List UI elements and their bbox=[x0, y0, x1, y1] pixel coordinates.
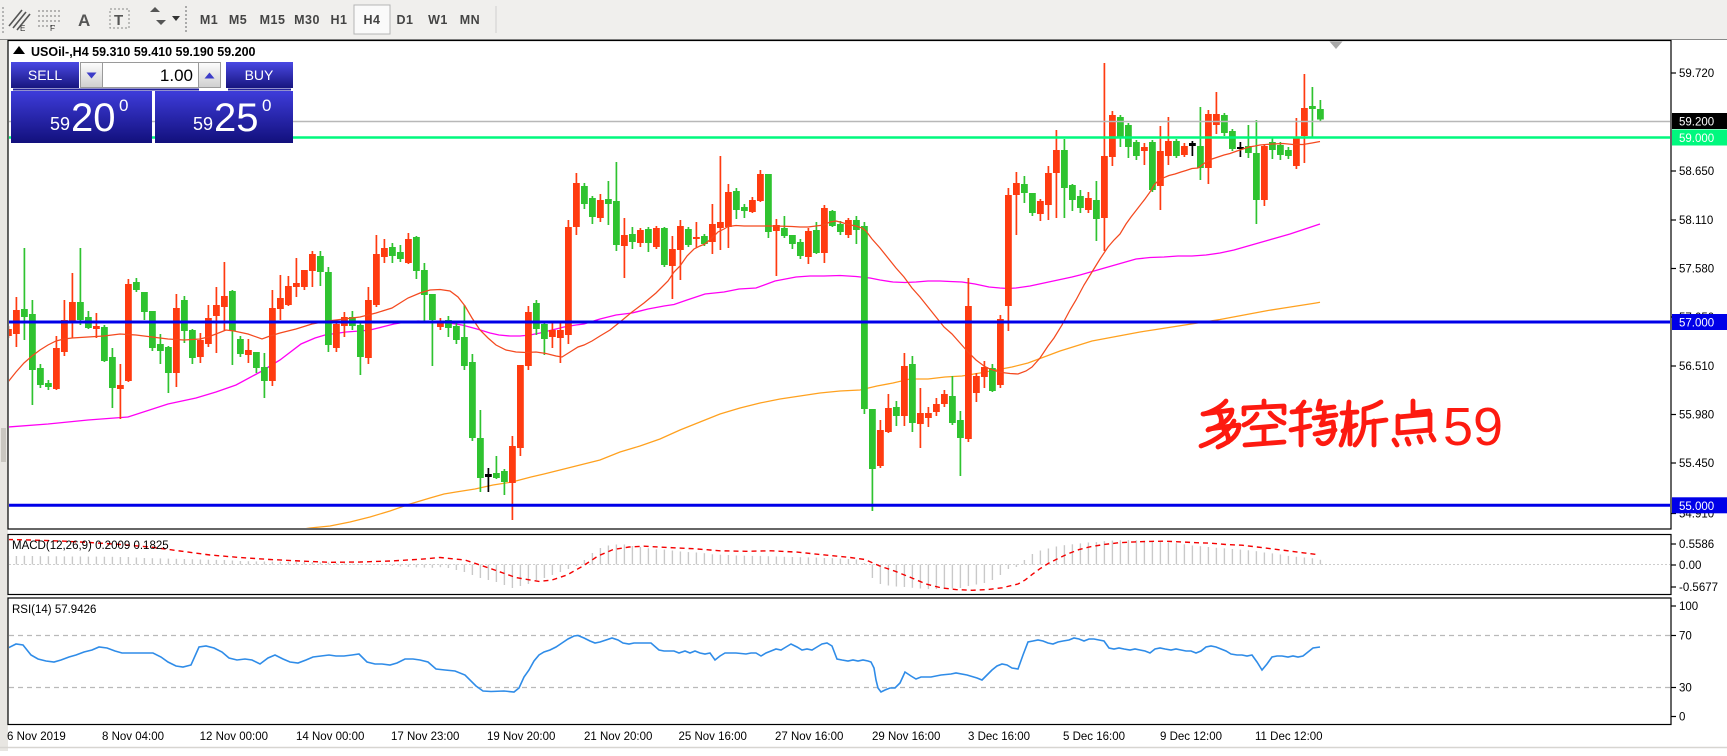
svg-text:M1: M1 bbox=[200, 13, 218, 27]
svg-text:30: 30 bbox=[1679, 683, 1692, 695]
svg-text:20: 20 bbox=[71, 96, 116, 140]
svg-text:12 Nov 00:00: 12 Nov 00:00 bbox=[200, 731, 268, 743]
svg-text:57.000: 57.000 bbox=[1679, 318, 1714, 330]
svg-text:-0.5677: -0.5677 bbox=[1679, 582, 1718, 594]
svg-text:59.000: 59.000 bbox=[1679, 133, 1714, 145]
svg-text:59.720: 59.720 bbox=[1679, 68, 1714, 80]
svg-text:T: T bbox=[114, 12, 123, 29]
svg-text:14 Nov 00:00: 14 Nov 00:00 bbox=[296, 731, 364, 743]
svg-text:F: F bbox=[50, 24, 55, 33]
svg-text:100: 100 bbox=[1679, 601, 1698, 613]
svg-text:59: 59 bbox=[193, 114, 213, 134]
svg-text:70: 70 bbox=[1679, 631, 1692, 643]
svg-text:W1: W1 bbox=[428, 13, 448, 27]
svg-text:0: 0 bbox=[119, 96, 128, 115]
svg-text:H1: H1 bbox=[331, 13, 348, 27]
svg-text:58.650: 58.650 bbox=[1679, 166, 1714, 178]
svg-text:BUY: BUY bbox=[245, 67, 274, 83]
svg-text:0.5586: 0.5586 bbox=[1679, 539, 1714, 551]
svg-text:55.000: 55.000 bbox=[1679, 501, 1714, 513]
svg-text:A: A bbox=[78, 11, 90, 30]
svg-text:5 Dec 16:00: 5 Dec 16:00 bbox=[1063, 731, 1125, 743]
svg-text:29 Nov 16:00: 29 Nov 16:00 bbox=[872, 731, 940, 743]
svg-text:11 Dec 12:00: 11 Dec 12:00 bbox=[1255, 731, 1323, 743]
svg-text:MN: MN bbox=[460, 13, 480, 27]
svg-text:25 Nov 16:00: 25 Nov 16:00 bbox=[679, 731, 747, 743]
svg-text:21 Nov 20:00: 21 Nov 20:00 bbox=[584, 731, 652, 743]
svg-text:59: 59 bbox=[1443, 397, 1503, 457]
svg-text:USOil-,H4 59.310 59.410 59.19: USOil-,H4 59.310 59.410 59.190 59.200 bbox=[31, 45, 256, 59]
svg-text:0: 0 bbox=[262, 96, 271, 115]
svg-text:E: E bbox=[20, 24, 25, 33]
svg-text:17 Nov 23:00: 17 Nov 23:00 bbox=[391, 731, 459, 743]
svg-text:1.00: 1.00 bbox=[160, 66, 193, 85]
svg-text:8 Nov 04:00: 8 Nov 04:00 bbox=[102, 731, 164, 743]
svg-text:6 Nov 2019: 6 Nov 2019 bbox=[7, 731, 66, 743]
svg-text:RSI(14) 57.9426: RSI(14) 57.9426 bbox=[12, 604, 96, 616]
svg-text:55.980: 55.980 bbox=[1679, 410, 1714, 422]
svg-text:56.510: 56.510 bbox=[1679, 361, 1714, 373]
svg-text:SELL: SELL bbox=[28, 67, 62, 83]
svg-text:M30: M30 bbox=[294, 13, 320, 27]
svg-text:27 Nov 16:00: 27 Nov 16:00 bbox=[775, 731, 843, 743]
svg-text:9 Dec 12:00: 9 Dec 12:00 bbox=[1160, 731, 1222, 743]
svg-text:0.00: 0.00 bbox=[1679, 560, 1701, 572]
svg-text:MACD(12,26,9) 0.2009 0.1825: MACD(12,26,9) 0.2009 0.1825 bbox=[12, 540, 169, 552]
svg-text:M5: M5 bbox=[229, 13, 247, 27]
svg-text:55.450: 55.450 bbox=[1679, 458, 1714, 470]
svg-text:3 Dec 16:00: 3 Dec 16:00 bbox=[968, 731, 1030, 743]
svg-text:19 Nov 20:00: 19 Nov 20:00 bbox=[487, 731, 555, 743]
svg-text:H4: H4 bbox=[364, 13, 381, 27]
svg-text:D1: D1 bbox=[397, 13, 414, 27]
svg-text:25: 25 bbox=[214, 96, 259, 140]
svg-text:59: 59 bbox=[50, 114, 70, 134]
svg-text:M15: M15 bbox=[260, 13, 286, 27]
svg-text:58.110: 58.110 bbox=[1679, 215, 1713, 227]
svg-text:57.580: 57.580 bbox=[1679, 264, 1714, 276]
svg-text:0: 0 bbox=[1679, 712, 1685, 724]
svg-text:59.200: 59.200 bbox=[1679, 117, 1714, 129]
